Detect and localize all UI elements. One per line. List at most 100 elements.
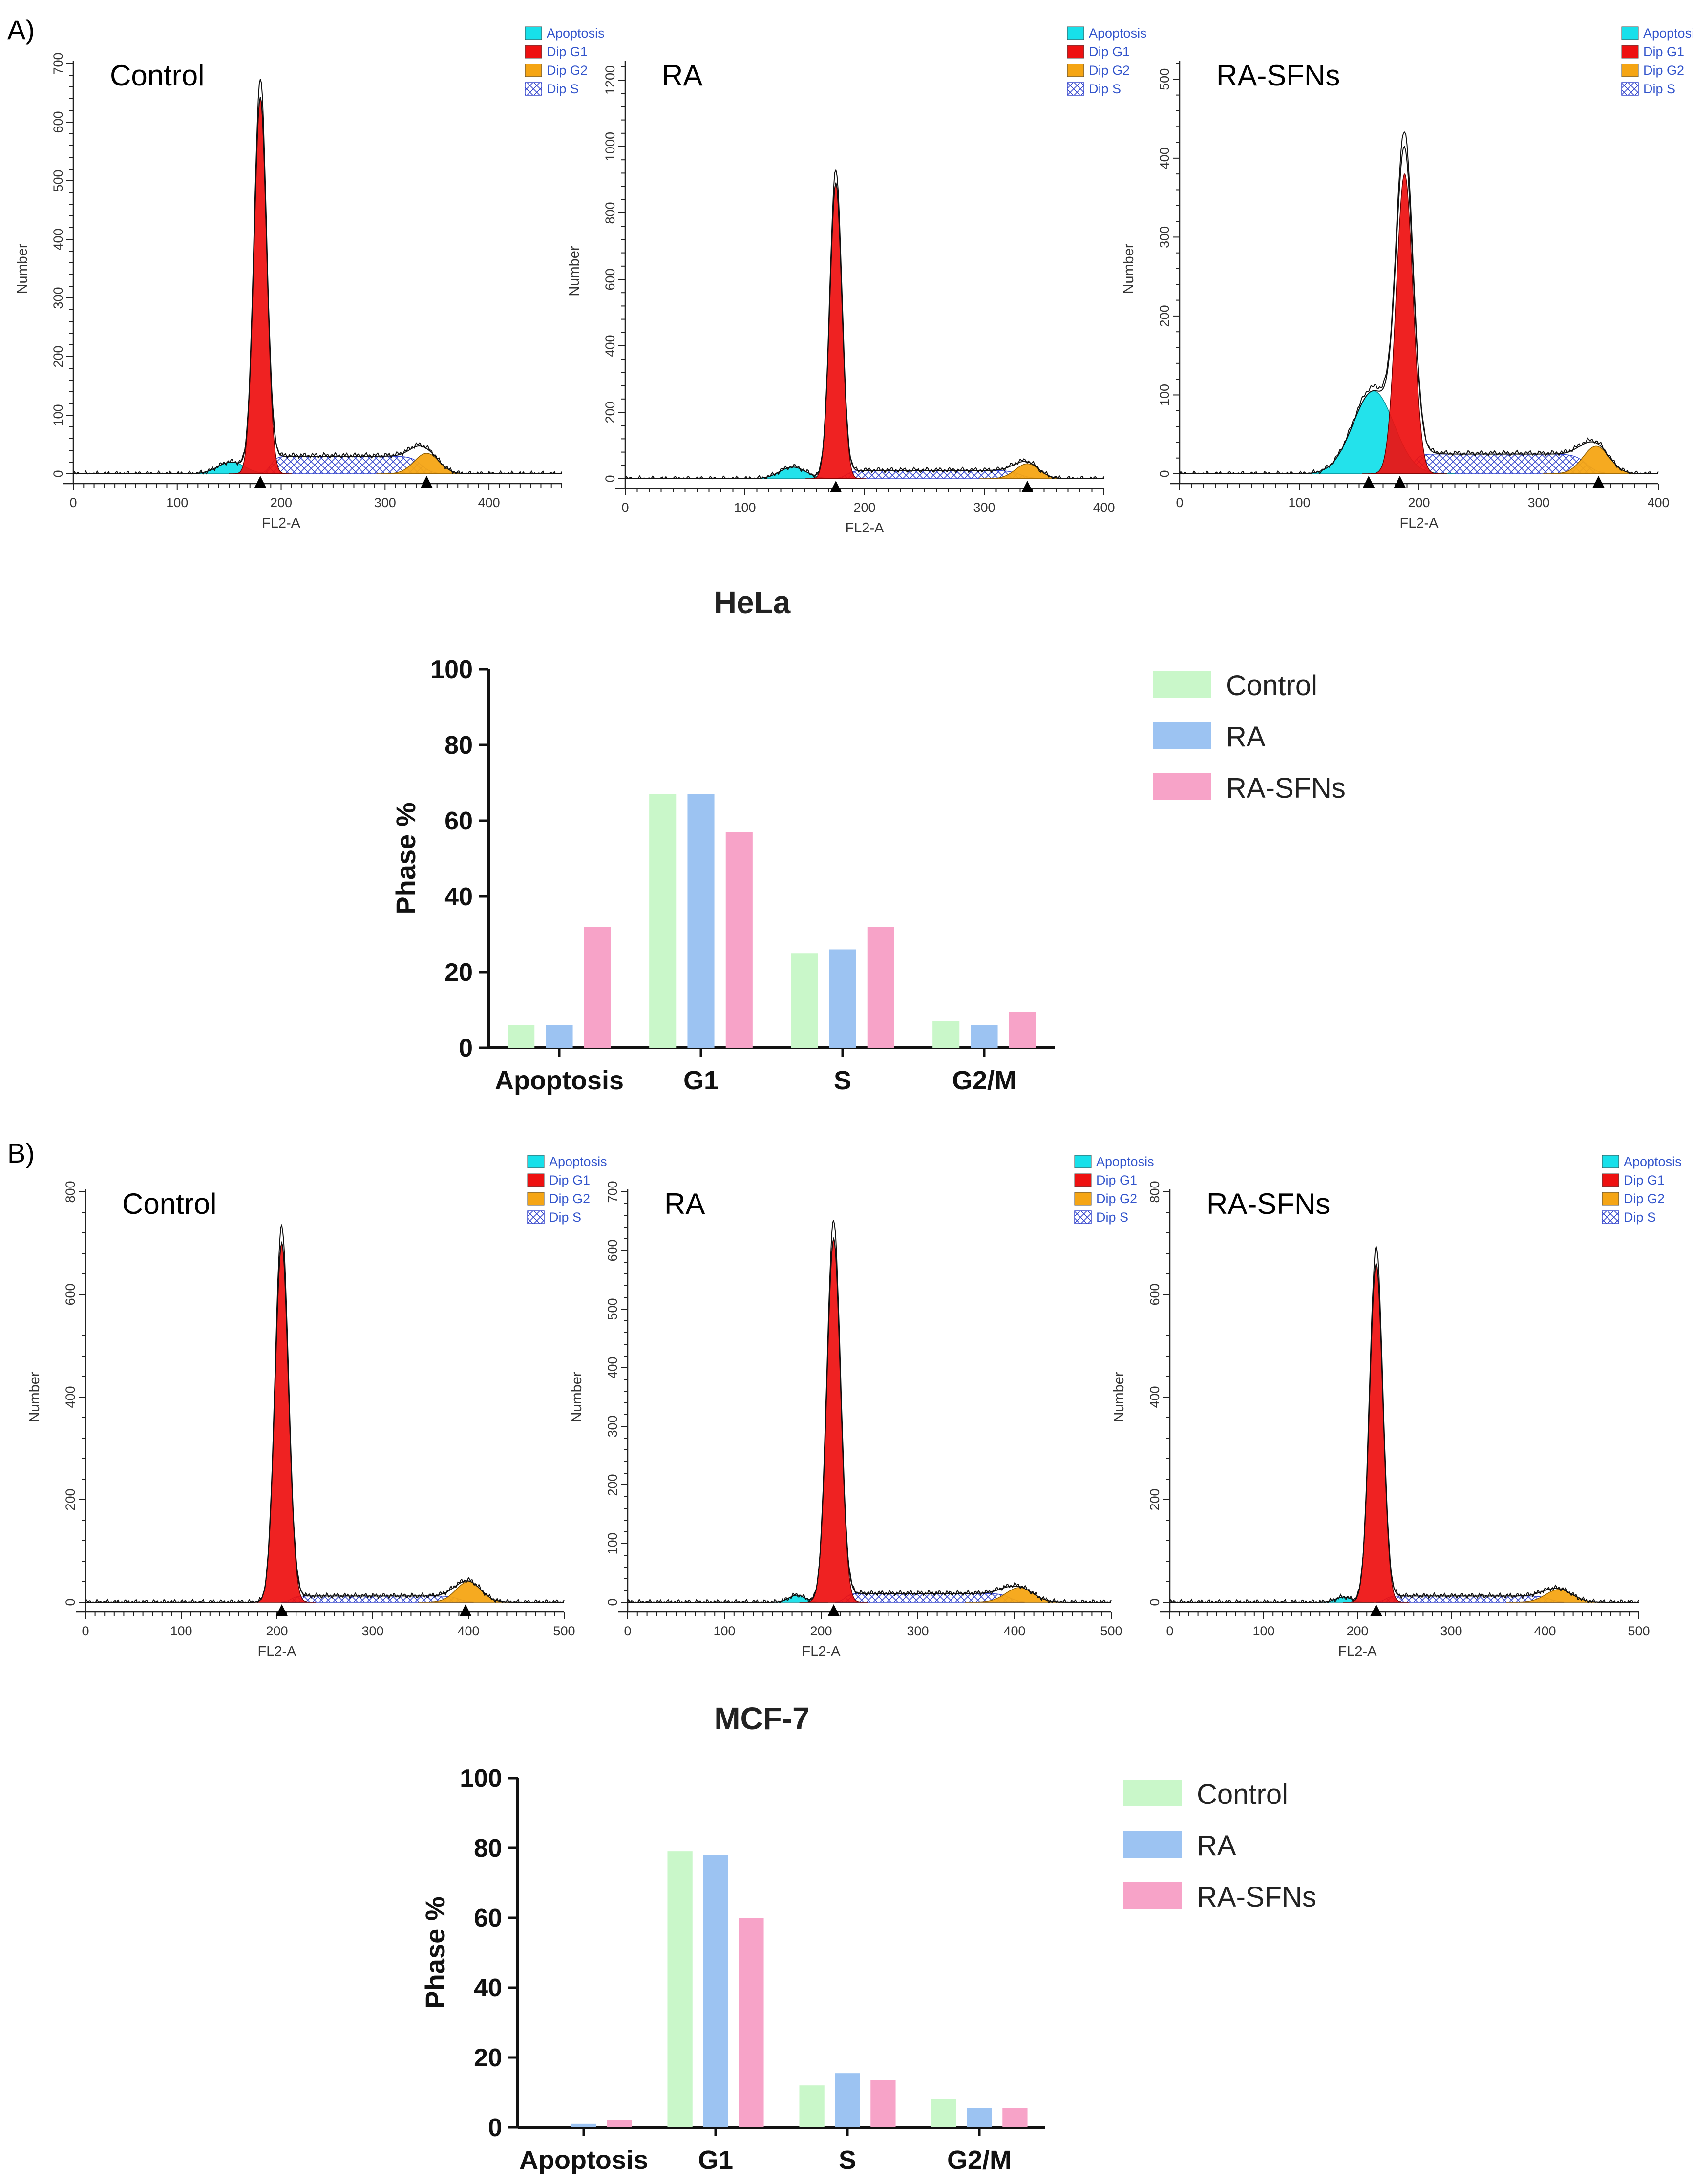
y-tick-label: 700	[51, 52, 65, 74]
y-tick-label: 600	[605, 1239, 620, 1261]
bar-ra-s	[835, 2073, 860, 2127]
y-axis-label: Number	[27, 1372, 42, 1422]
histogram-ra-sfns-hela: 0 100 200 300 400 0 100 200 300 400 500 FL2-A Number…	[1121, 26, 1693, 531]
legend-label: RA	[1226, 721, 1266, 753]
x-axis-label: FL2-A	[258, 1644, 297, 1659]
y-tick-label: 800	[63, 1181, 78, 1203]
legend-label: Dip S	[1624, 1210, 1656, 1225]
legend-swatch	[525, 82, 542, 96]
y-tick-label: 500	[605, 1298, 620, 1320]
legend-label: Apoptosis	[1089, 26, 1147, 41]
peak-marker	[1363, 476, 1375, 488]
bar-chart-mcf-7: MCF-7 0 20 40 60 80 100 Phase % Apoptosis G1 S G2/M…	[420, 1701, 1316, 2175]
bar-control-g2m	[932, 1021, 960, 1048]
legend-swatch	[1621, 64, 1639, 77]
x-tick-label: 200	[1346, 1624, 1368, 1638]
peak-marker	[830, 481, 842, 492]
legend-label: Dip G2	[1089, 63, 1130, 78]
y-tick-label: 600	[63, 1283, 78, 1305]
x-tick-label: 100	[166, 495, 188, 510]
peak-marker	[827, 1604, 840, 1616]
y-tick-label: 80	[444, 731, 473, 760]
x-axis-label: FL2-A	[802, 1644, 841, 1659]
legend-swatch	[525, 26, 542, 40]
bar-ra-sfns-g1	[725, 832, 753, 1048]
legend-swatch	[1074, 1210, 1092, 1224]
legend-label: Dip S	[547, 82, 579, 96]
y-tick-label: 0	[603, 475, 617, 482]
y-tick-label: 200	[603, 401, 617, 423]
bar-ra-sfns-g1	[739, 1918, 764, 2127]
x-tick-label: 100	[1288, 495, 1310, 510]
y-axis-label: Number	[1111, 1372, 1127, 1422]
y-tick-label: 100	[430, 656, 473, 684]
y-tick-label: 80	[474, 1834, 502, 1863]
legend-label: Dip G1	[1643, 44, 1684, 59]
bar-ra-apoptosis	[571, 2123, 596, 2127]
legend-label: Dip S	[1643, 82, 1675, 96]
legend-swatch	[1602, 1192, 1619, 1206]
data-line	[625, 168, 1104, 480]
x-tick-label: 300	[907, 1624, 929, 1638]
peak-marker	[275, 1604, 288, 1616]
y-tick-label: 800	[1147, 1181, 1162, 1203]
y-tick-label: 400	[1157, 147, 1172, 169]
legend-label: Dip S	[549, 1210, 581, 1225]
legend-label: Apoptosis	[549, 1154, 607, 1169]
legend-label: Dip S	[1096, 1210, 1128, 1225]
x-tick-label: 400	[1647, 495, 1669, 510]
legend-swatch	[1067, 64, 1084, 77]
legend-label: Apoptosis	[1096, 1154, 1154, 1169]
y-tick-label: 200	[51, 345, 65, 367]
legend-label: Dip S	[1089, 82, 1121, 96]
y-tick-label: 0	[488, 2114, 502, 2142]
fit-line	[85, 1241, 564, 1603]
y-tick-label: 700	[605, 1181, 620, 1203]
x-tick-label: 400	[1003, 1624, 1025, 1638]
legend-swatch	[1621, 45, 1639, 59]
x-tick-label: 300	[374, 495, 396, 510]
data-line	[73, 79, 562, 475]
y-tick-label: 0	[605, 1598, 620, 1606]
y-tick-label: 60	[474, 1904, 502, 1932]
legend-label: Apoptosis	[1624, 1154, 1682, 1169]
bar-ra-sfns-s	[867, 927, 894, 1048]
y-tick-label: 300	[605, 1415, 620, 1437]
legend-swatch	[1602, 1173, 1619, 1187]
x-tick-label: 300	[361, 1624, 383, 1638]
bar-ra-sfns-apoptosis	[607, 2120, 632, 2127]
y-tick-label: 400	[1147, 1386, 1162, 1408]
y-tick-label: 0	[51, 470, 65, 477]
y-tick-label: 60	[444, 807, 473, 835]
y-tick-label: 100	[460, 1764, 502, 1793]
panel-label: B)	[7, 1138, 35, 1168]
x-tick-label: 200	[1408, 495, 1430, 510]
bar-ra-sfns-s	[870, 2080, 896, 2127]
y-axis-label: Phase %	[390, 802, 421, 914]
x-tick-label: 0	[621, 500, 629, 515]
x-tick-label: 0	[1166, 1624, 1173, 1638]
histogram-title: Control	[122, 1187, 216, 1220]
x-axis-label: FL2-A	[262, 515, 301, 531]
x-tick-label: 0	[69, 495, 77, 510]
bar-control-apoptosis	[508, 1025, 535, 1048]
y-tick-label: 1000	[603, 132, 617, 161]
category-label: G1	[698, 2145, 733, 2175]
y-tick-label: 500	[51, 170, 65, 191]
x-tick-label: 0	[82, 1624, 89, 1638]
legend-swatch	[1067, 26, 1084, 40]
y-tick-label: 0	[1147, 1598, 1162, 1606]
y-tick-label: 0	[1157, 470, 1172, 477]
y-tick-label: 600	[603, 268, 617, 290]
panel-label: A)	[7, 14, 35, 45]
fit-line	[628, 1237, 1111, 1603]
legend-label: Dip G1	[1096, 1173, 1137, 1187]
y-tick-label: 1200	[603, 65, 617, 95]
histogram-title: Control	[110, 59, 204, 92]
x-tick-label: 100	[170, 1624, 192, 1638]
histogram-title: RA-SFNs	[1216, 59, 1340, 92]
bar-ra-g1	[703, 1855, 728, 2127]
y-tick-label: 100	[51, 404, 65, 426]
y-tick-label: 0	[459, 1034, 473, 1062]
